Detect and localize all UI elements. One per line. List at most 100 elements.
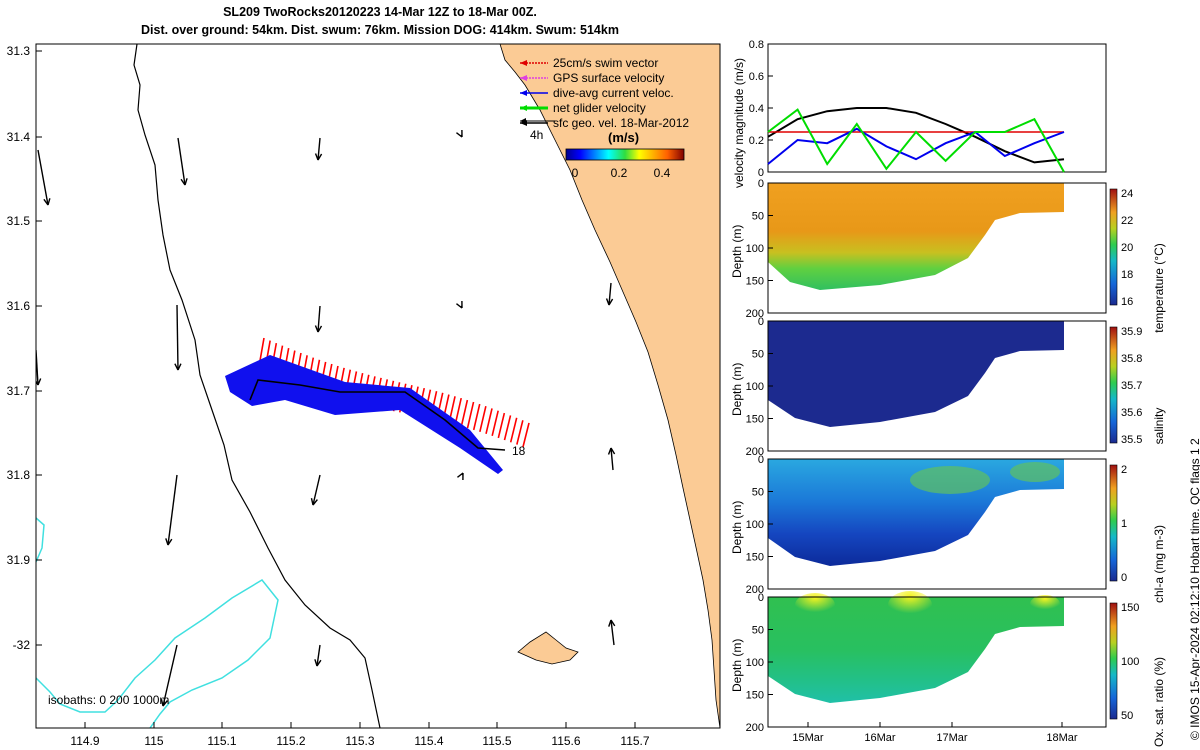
current-arrowhead [314,659,322,667]
salinity-colorbar [1109,326,1118,444]
velocity-y-ticks: 0 0.2 0.4 0.6 0.8 [749,39,773,179]
current-arrow [177,137,186,186]
velocity-y-tick-label: 0.6 [749,71,764,83]
chl-y-tick-label: 150 [746,552,764,564]
temperature-colorbar-tick: 16 [1121,296,1133,308]
map-x-tick-label: 115.4 [414,734,443,748]
oxygen-ylabel: Depth (m) [730,639,744,692]
section-x-tick-label: 15Mar [792,732,824,744]
swim-vector [516,420,524,445]
velocity-axes [767,43,1107,173]
map-y-tick-label: 31.4 [7,130,31,144]
swim-vector [485,408,493,434]
temperature-y-tick-label: 150 [746,276,764,288]
salinity-y-tick-label: 150 [746,414,764,426]
current-arrowhead [180,178,188,186]
chl-y-tick-label: 200 [746,584,764,596]
salinity-panel [768,321,1064,427]
current-arrow [167,474,178,546]
salinity-colorbar-tick: 35.7 [1121,380,1142,392]
section-panels [768,183,1064,703]
chl-high-patch [910,466,990,494]
legend-label: net glider velocity [553,101,646,115]
oxygen-y-tick-label: 100 [746,657,764,669]
swim-vector [503,415,512,441]
oxygen-colorbar-tick: 50 [1121,710,1133,722]
map-x-tick-label: 115 [144,734,163,748]
current-arrowhead [310,498,318,506]
chl-y-tick-label: 0 [758,454,764,466]
map-x-tick-label: 115.2 [276,734,305,748]
oxygen-y-tick-label: 50 [752,625,764,637]
swim-vector [509,417,518,443]
chart-title-line-2: Dist. over ground: 54km. Dist. swum: 76k… [141,23,619,37]
salinity-y-tick-label: 50 [752,349,764,361]
oxygen-y-tick-label: 0 [758,592,764,604]
swim-vector [522,422,530,448]
current-arrow [610,447,614,471]
current-arrow [312,474,321,506]
chl-ylabel: Depth (m) [730,501,744,554]
swim-vector [491,410,499,437]
isobath-label: isobaths: 0 200 1000m [48,693,169,707]
current-arrowhead [160,699,168,707]
current-arrowhead [314,325,323,333]
velocity-ylabel: velocity magnitude (m/s) [732,58,746,188]
temperature-colorbar-tick: 24 [1121,188,1133,200]
chl-field [768,459,1064,566]
current-arrow [176,304,179,371]
salinity-field [768,321,1064,427]
velocity-y-tick-label: 0.4 [749,103,764,115]
temperature-colorbar [1109,188,1118,306]
map-x-tick-label: 115.3 [345,734,374,748]
swim-vector [454,397,462,425]
chl-y-tick-label: 50 [752,487,764,499]
legend-label: sfc geo. vel. 18-Mar-2012 [553,116,689,130]
temperature-colorbar-tick: 22 [1121,215,1133,227]
map-y-tick-label: 31.7 [7,384,31,398]
oxygen-colorbar-label: Ox. sat. ratio (%) [1152,657,1166,747]
swim-vector [466,401,475,429]
map-y-tick-label: 31.8 [7,468,31,482]
salinity-colorbar-tick: 35.9 [1121,326,1142,338]
velocity-y-tick-label: 0 [758,167,764,179]
speed-colorbar [565,148,685,161]
velocity-y-tick-label: 0.2 [749,135,764,147]
oxygen-field [768,597,1064,703]
oxygen-high-patch [888,591,932,619]
map-x-tick-label: 115.5 [482,734,511,748]
legend-label: GPS surface velocity [553,71,664,85]
legend-arrowhead [520,75,527,81]
oxygen-colorbar-tick: 150 [1121,602,1139,614]
glider-path [249,379,506,451]
section-x-tick-label: 17Mar [936,732,968,744]
glider-track [225,337,530,474]
current-arrowhead [174,363,182,371]
salinity-y-tick-label: 200 [746,446,764,458]
velocity-panel: 0 0.2 0.4 0.6 0.8 velocity magnitude (m/s) [732,39,1107,188]
chart-title-line-1: SL209 TwoRocks20120223 14-Mar 12Z to 18-… [223,5,537,19]
velocity-series [767,107,1065,173]
track-end-label: 18 [512,444,526,458]
temperature-ylabel: Depth (m) [730,225,744,278]
salinity-colorbar-tick: 35.8 [1121,353,1142,365]
temperature-colorbar-tick: 20 [1121,242,1133,254]
island [517,631,579,665]
current-arrow [37,149,49,206]
chl-colorbar-tick: 2 [1121,464,1127,476]
velocity-series-line [767,107,1065,164]
legend-label: dive-avg current veloc. [553,86,674,100]
temperature-y-tick-label: 50 [752,211,764,223]
map-y-tick-label: -32 [13,638,31,652]
current-arrowhead [165,538,173,546]
isobath-200 [133,44,381,728]
current-arrowhead [607,447,616,455]
map-x-tick-label: 114.9 [70,734,99,748]
legend-arrowhead [520,120,527,126]
map-y-tick-label: 31.3 [7,44,31,58]
current-arrowhead [456,129,463,138]
current-arrowhead [314,153,323,161]
